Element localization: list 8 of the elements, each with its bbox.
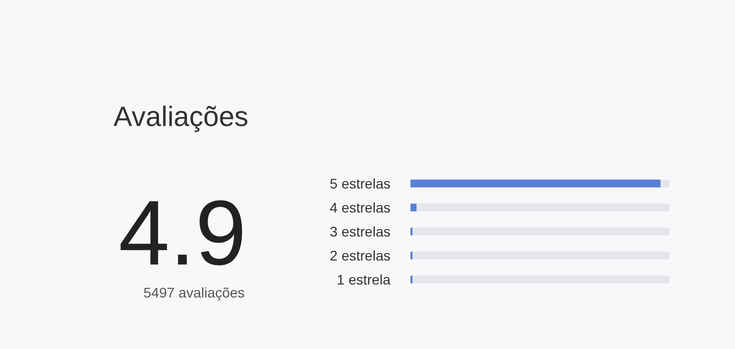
- y-tick-label: 3 estrelas: [330, 224, 391, 240]
- text: 5497 avaliações: [144, 284, 245, 300]
- y-tick-label: 5 estrelas: [330, 176, 391, 192]
- text: Avaliações: [114, 101, 248, 132]
- y-tick-label: 1 estrela: [336, 272, 391, 288]
- text: 4.9: [118, 182, 246, 284]
- y-tick-label: 4 estrelas: [330, 200, 391, 216]
- y-tick-label: 2 estrelas: [330, 248, 391, 264]
